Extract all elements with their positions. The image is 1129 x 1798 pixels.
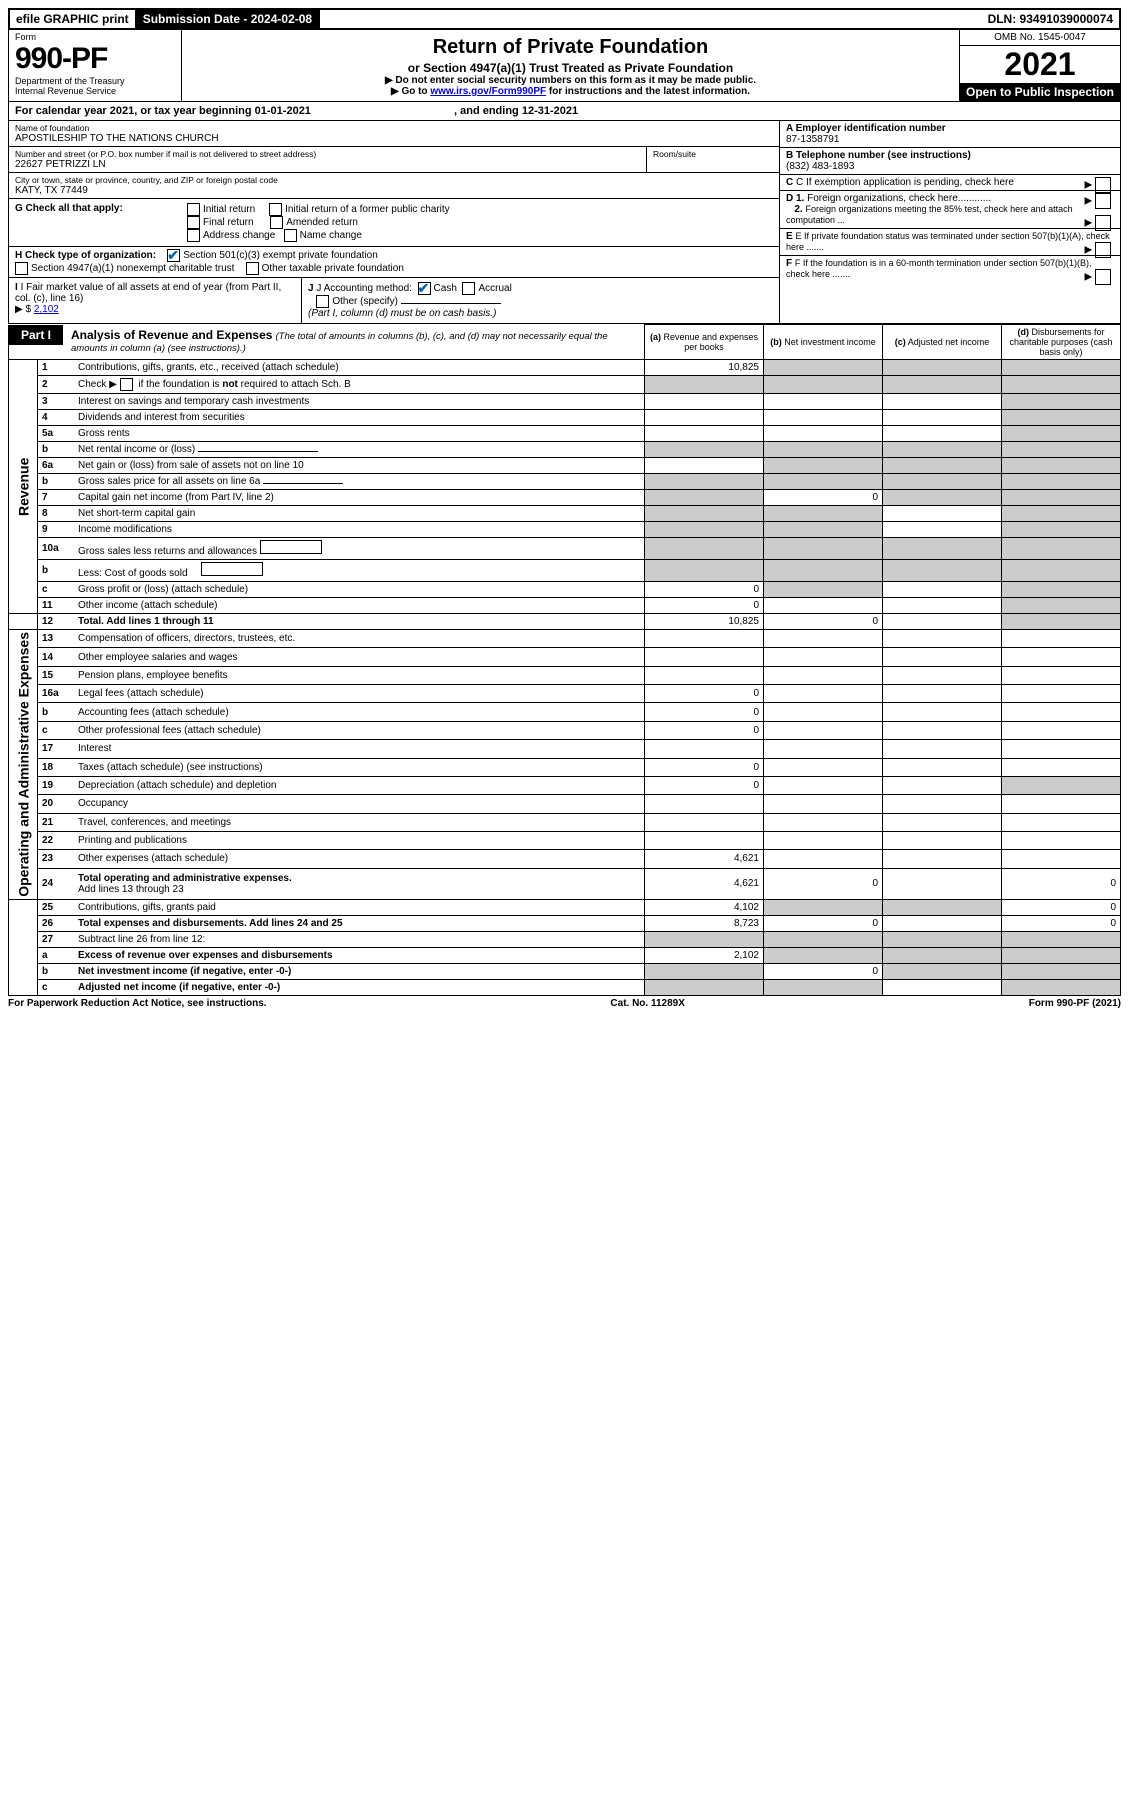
cb-d1[interactable] [1095, 193, 1111, 209]
l19-a: 0 [645, 776, 764, 794]
l26-a: 8,723 [645, 915, 764, 931]
cb-e[interactable] [1095, 242, 1111, 258]
cb-cash[interactable] [418, 282, 431, 295]
room-label: Room/suite [653, 149, 773, 159]
cb-amended-return[interactable] [270, 216, 283, 229]
phone-label: B Telephone number (see instructions) [786, 150, 971, 161]
part1-table: Part I Analysis of Revenue and Expenses … [8, 324, 1121, 996]
l23-a: 4,621 [645, 850, 764, 868]
city-state-zip: KATY, TX 77449 [15, 185, 773, 196]
submission-date: Submission Date - 2024-02-08 [137, 10, 320, 28]
l12-a: 10,825 [645, 614, 764, 630]
address: 22627 PETRIZZI LN [15, 159, 640, 170]
addr-label: Number and street (or P.O. box number if… [15, 149, 640, 159]
top-bar: efile GRAPHIC print Submission Date - 20… [8, 8, 1121, 30]
tax-year: 2021 [960, 46, 1120, 83]
l27b-b: 0 [764, 963, 883, 979]
part1-tab: Part I [9, 325, 63, 345]
cb-other-taxable[interactable] [246, 262, 259, 275]
cb-4947[interactable] [15, 262, 28, 275]
footer-left: For Paperwork Reduction Act Notice, see … [8, 998, 267, 1009]
note-link: ▶ Go to www.irs.gov/Form990PF for instru… [186, 86, 955, 97]
cb-final-return[interactable] [187, 216, 200, 229]
form-header: Form 990-PF Department of the Treasury I… [8, 30, 1121, 102]
col-a-header: (a) Revenue and expenses per books [645, 325, 764, 360]
name-label: Name of foundation [15, 123, 773, 133]
h-row: H Check type of organization: Section 50… [9, 247, 779, 278]
open-inspection: Open to Public Inspection [960, 83, 1120, 101]
l25-a: 4,102 [645, 899, 764, 915]
l12-b: 0 [764, 614, 883, 630]
l16c-a: 0 [645, 721, 764, 739]
cb-address-change[interactable] [187, 229, 200, 242]
l16a-a: 0 [645, 685, 764, 703]
ein: 87-1358791 [786, 134, 839, 145]
footer-formref: Form 990-PF (2021) [1029, 998, 1121, 1009]
cb-501c3[interactable] [167, 249, 180, 262]
dept: Department of the Treasury [15, 76, 175, 86]
cb-accrual[interactable] [462, 282, 475, 295]
cb-schb[interactable] [120, 378, 133, 391]
note-ssn: ▶ Do not enter social security numbers o… [186, 75, 955, 86]
form-subtitle: or Section 4947(a)(1) Trust Treated as P… [186, 61, 955, 75]
l24-a: 4,621 [645, 868, 764, 899]
fmv-value[interactable]: 2,102 [34, 304, 59, 315]
irs-link[interactable]: www.irs.gov/Form990PF [430, 86, 546, 97]
l24-d: 0 [1002, 868, 1121, 899]
dln: DLN: 93491039000074 [982, 10, 1119, 28]
col-d-header: (d) Disbursements for charitable purpose… [1002, 325, 1121, 360]
ein-label: A Employer identification number [786, 123, 946, 134]
cb-initial-former[interactable] [269, 203, 282, 216]
l26-d: 0 [1002, 915, 1121, 931]
cb-name-change[interactable] [284, 229, 297, 242]
cb-c[interactable] [1095, 177, 1111, 193]
efile-label: efile GRAPHIC print [10, 10, 137, 28]
l25-d: 0 [1002, 899, 1121, 915]
l27a-a: 2,102 [645, 947, 764, 963]
l18-a: 0 [645, 758, 764, 776]
cb-other-method[interactable] [316, 295, 329, 308]
page-footer: For Paperwork Reduction Act Notice, see … [8, 996, 1121, 1009]
city-label: City or town, state or province, country… [15, 175, 773, 185]
l10c-a: 0 [645, 582, 764, 598]
irs: Internal Revenue Service [15, 86, 175, 96]
omb-number: OMB No. 1545-0047 [960, 30, 1120, 46]
g-check-row: G Check all that apply: Initial return I… [9, 199, 779, 247]
meta-block: For calendar year 2021, or tax year begi… [8, 102, 1121, 324]
form-label: Form [15, 32, 175, 42]
form-title: Return of Private Foundation [186, 36, 955, 59]
foundation-name: APOSTILESHIP TO THE NATIONS CHURCH [15, 133, 773, 144]
l16b-a: 0 [645, 703, 764, 721]
cb-d2[interactable] [1095, 215, 1111, 231]
part1-title: Analysis of Revenue and Expenses [71, 328, 272, 342]
cb-f[interactable] [1095, 269, 1111, 285]
phone: (832) 483-1893 [786, 161, 854, 172]
col-b-header: (b) Net investment income [764, 325, 883, 360]
l11-a: 0 [645, 598, 764, 614]
footer-catno: Cat. No. 11289X [610, 998, 684, 1009]
col-c-header: (c) Adjusted net income [883, 325, 1002, 360]
l24-b: 0 [764, 868, 883, 899]
expenses-section-label: Operating and Administrative Expenses [9, 630, 38, 900]
revenue-section-label: Revenue [9, 360, 38, 614]
l7-b: 0 [764, 490, 883, 506]
g-label: G Check all that apply: [15, 203, 123, 214]
l1-a: 10,825 [645, 360, 764, 376]
l26-b: 0 [764, 915, 883, 931]
form-number: 990-PF [15, 42, 175, 76]
cb-initial-return[interactable] [187, 203, 200, 216]
calendar-year-line: For calendar year 2021, or tax year begi… [9, 102, 1120, 121]
